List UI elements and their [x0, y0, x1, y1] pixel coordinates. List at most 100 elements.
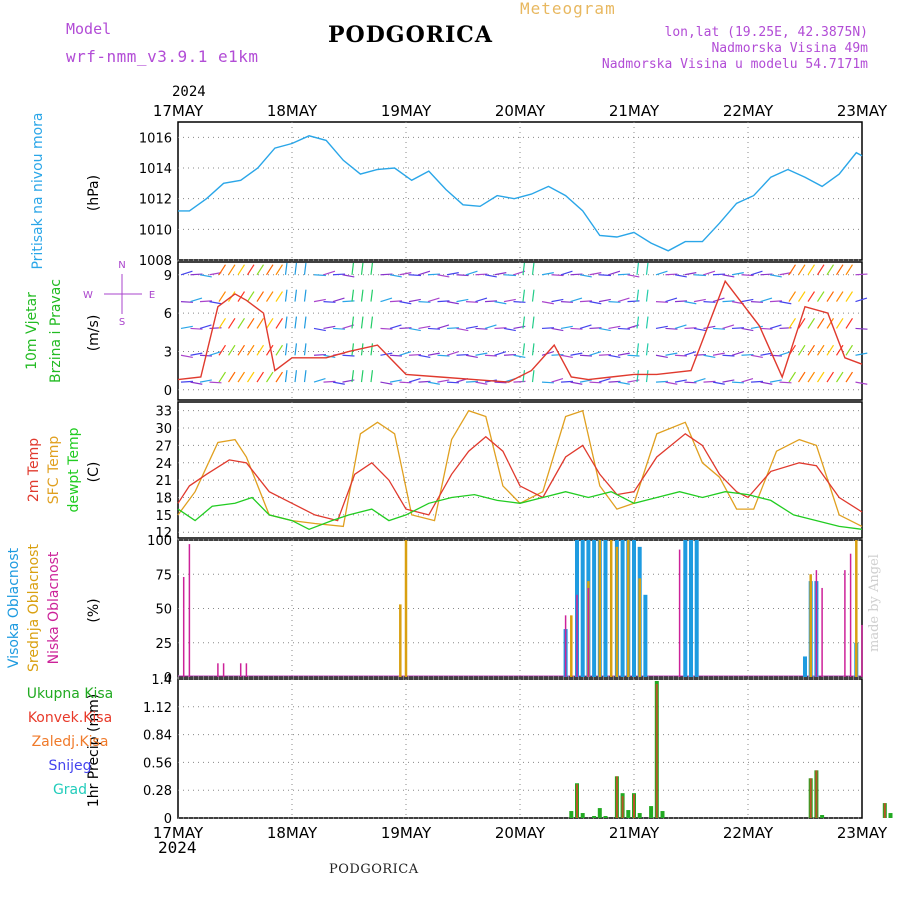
wind-arrow [513, 354, 526, 359]
wind-arrow [484, 324, 497, 330]
wind-arrow [598, 377, 611, 383]
x-tick-label-bottom: 18MAY [267, 824, 318, 842]
wind-arrow [617, 327, 631, 330]
wind-arrow [598, 353, 612, 356]
y-tick-label: 25 [155, 637, 172, 652]
wind-arrow [636, 289, 640, 302]
wind-arrow [816, 318, 825, 329]
wind-arrow [256, 371, 264, 383]
wind-arrow [627, 354, 640, 357]
precip-total-bar [569, 811, 574, 818]
wind-arrow [313, 298, 326, 303]
precip-total-bar [626, 810, 631, 818]
wind-arrow [418, 354, 431, 359]
wind-arrow [265, 291, 274, 302]
y-tick-label: 0 [164, 671, 172, 686]
wind-arrow [579, 274, 592, 278]
side-label-temp-2m: 2m Temp [26, 438, 42, 502]
wind-arrow [645, 316, 649, 329]
wind-arrow [769, 274, 782, 278]
wind-arrow [665, 273, 678, 276]
wind-arrow [684, 381, 697, 384]
wind-arrow [437, 300, 450, 303]
wind-arrow [418, 325, 431, 330]
wind-arrow [807, 264, 815, 276]
wind-arrow [370, 370, 374, 383]
wind-arrow [816, 264, 825, 276]
side-label-wind-2: Brzina i Pravac [48, 279, 64, 383]
wind-arrow [342, 274, 355, 278]
y-axis-label: (m/s) [86, 315, 102, 352]
wind-arrow [227, 344, 236, 356]
wind-arrow [190, 273, 203, 276]
wind-arrow [750, 380, 764, 383]
wind-arrow [589, 381, 602, 384]
wind-arrow [190, 381, 203, 385]
y-tick-label: 27 [155, 439, 172, 454]
precip-total-bar [660, 811, 665, 818]
wind-arrow [551, 274, 564, 277]
wind-arrow [636, 343, 640, 356]
wind-arrow [494, 301, 507, 305]
precip-conv-bar [883, 803, 886, 818]
wind-arrow [313, 274, 327, 277]
wind-arrow [522, 289, 526, 302]
wind-arrow [826, 291, 834, 302]
wind-arrow [303, 370, 307, 383]
wind-arrow [703, 301, 716, 303]
side-label-dewpt: dewpt Temp [66, 427, 82, 512]
wind-arrow [475, 381, 488, 385]
y-tick-label: 0 [164, 812, 172, 827]
wind-arrow [589, 327, 602, 330]
side-label-cloud-low: Niska Oblacnost [46, 551, 62, 664]
cloud-bar [844, 570, 846, 677]
wind-arrow [807, 318, 815, 329]
x-tick-label-bottom: 23MAY [837, 824, 888, 842]
precip-total-bar [597, 808, 602, 818]
cloud-bar [638, 578, 641, 677]
precip-legend-item: Ukupna Kisa [27, 686, 114, 702]
y-tick-label: 1010 [139, 223, 172, 238]
wind-arrow [218, 291, 226, 302]
wind-arrow [351, 343, 355, 356]
wind-arrow [370, 316, 374, 329]
wind-arrow [284, 316, 288, 329]
y-tick-label: 0.84 [143, 729, 172, 744]
wind-arrow [332, 381, 345, 385]
wind-arrow [199, 324, 212, 330]
wind-arrow [475, 273, 488, 276]
wind-arrow [522, 316, 526, 329]
wind-arrow [826, 318, 834, 329]
cloud-bar [598, 540, 602, 677]
wind-arrow [408, 353, 422, 356]
side-label-cloud-mid: Srednja Oblacnost [26, 544, 42, 672]
wind-arrow [560, 354, 573, 359]
wind-arrow [399, 272, 412, 276]
cloud-bar [620, 540, 625, 677]
wind-arrow [760, 381, 773, 385]
wind-arrow [579, 300, 593, 303]
wind-arrow [855, 297, 868, 303]
wind-arrow [560, 270, 573, 276]
wind-arrow [788, 264, 796, 276]
cloud-bar [239, 663, 242, 677]
footer-location: PODGORICA [329, 862, 419, 877]
y-tick-label: 12 [155, 526, 172, 541]
wind-arrow [617, 381, 630, 385]
wind-arrow [465, 270, 478, 276]
wind-arrow [665, 327, 678, 330]
wind-arrow [360, 289, 364, 302]
wind-arrow [807, 291, 815, 302]
wind-arrow [541, 381, 555, 384]
wind-arrow [722, 379, 735, 383]
wind-arrow [494, 327, 507, 330]
wind-arrow [769, 379, 782, 383]
wind-arrow [693, 327, 706, 332]
cloud-bar [182, 576, 185, 677]
wind-arrow [645, 262, 649, 275]
x-tick-label-top: 21MAY [609, 102, 660, 120]
wind-arrow [332, 327, 346, 330]
wind-arrow [351, 289, 355, 302]
wind-arrow [256, 344, 264, 356]
wind-arrow [323, 380, 336, 383]
